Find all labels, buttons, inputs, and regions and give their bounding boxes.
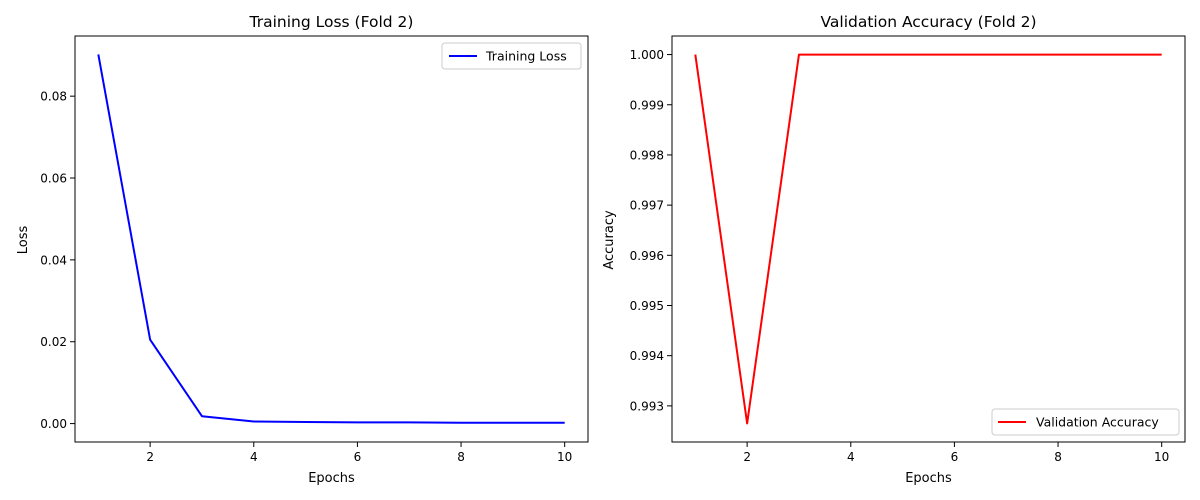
legend-box — [441, 42, 582, 70]
x-axis-label: Epochs — [308, 471, 355, 486]
y-tick-label: 0.08 — [40, 90, 67, 104]
y-tick-label: 0.998 — [630, 148, 664, 162]
x-tick-label: 10 — [557, 450, 572, 464]
x-axis-label: Epochs — [905, 471, 952, 486]
series-line — [694, 53, 1162, 425]
y-tick-label: 0.993 — [630, 399, 664, 413]
x-tick-label: 4 — [847, 450, 855, 464]
x-tick-label: 4 — [250, 450, 258, 464]
y-axis-label: Loss — [16, 226, 31, 255]
x-tick-label: 2 — [146, 450, 154, 464]
legend-box — [991, 408, 1180, 436]
x-tick-label: 10 — [1154, 450, 1169, 464]
y-axis-label: Accuracy — [602, 210, 617, 270]
plot-area-frame — [74, 35, 589, 443]
validation-accuracy-panel: Validation Accuracy (Fold 2) Epochs Accu… — [602, 13, 1186, 486]
y-tick-label: 0.06 — [40, 172, 67, 186]
chart-title: Validation Accuracy (Fold 2) — [820, 13, 1036, 31]
series-line — [97, 54, 565, 424]
tick-group: 2 4 6 8 10 0.993 0.994 0.995 0.996 0.997 0.998 0.99… — [630, 48, 1170, 464]
series-group — [97, 54, 565, 424]
y-tick-label: 0.999 — [630, 98, 664, 112]
x-tick-label: 8 — [457, 450, 465, 464]
y-tick-label: 0.04 — [40, 253, 67, 267]
y-tick-label: 1.000 — [630, 48, 664, 62]
legend: Training Loss — [441, 42, 582, 70]
series-group — [694, 53, 1162, 425]
y-tick-label: 0.02 — [40, 335, 67, 349]
y-tick-label: 0.995 — [630, 299, 664, 313]
x-tick-label: 6 — [951, 450, 959, 464]
tick-group: 2 4 6 8 10 0.00 0.02 0.04 0.06 0.08 — [40, 90, 572, 464]
y-tick-label: 0.997 — [630, 199, 664, 213]
y-tick-label: 0.00 — [40, 417, 67, 431]
legend-label: Validation Accuracy — [1036, 415, 1159, 430]
x-tick-label: 8 — [1054, 450, 1062, 464]
y-tick-label: 0.996 — [630, 249, 664, 263]
chart-title: Training Loss (Fold 2) — [249, 13, 414, 31]
x-tick-label: 2 — [743, 450, 751, 464]
legend: Validation Accuracy — [991, 408, 1180, 436]
training-loss-panel: Training Loss (Fold 2) Epochs Loss 2 4 6 8 1… — [16, 13, 589, 486]
plot-area-frame — [671, 35, 1186, 443]
legend-label: Training Loss — [485, 49, 567, 64]
x-tick-label: 6 — [354, 450, 362, 464]
y-tick-label: 0.994 — [630, 349, 664, 363]
